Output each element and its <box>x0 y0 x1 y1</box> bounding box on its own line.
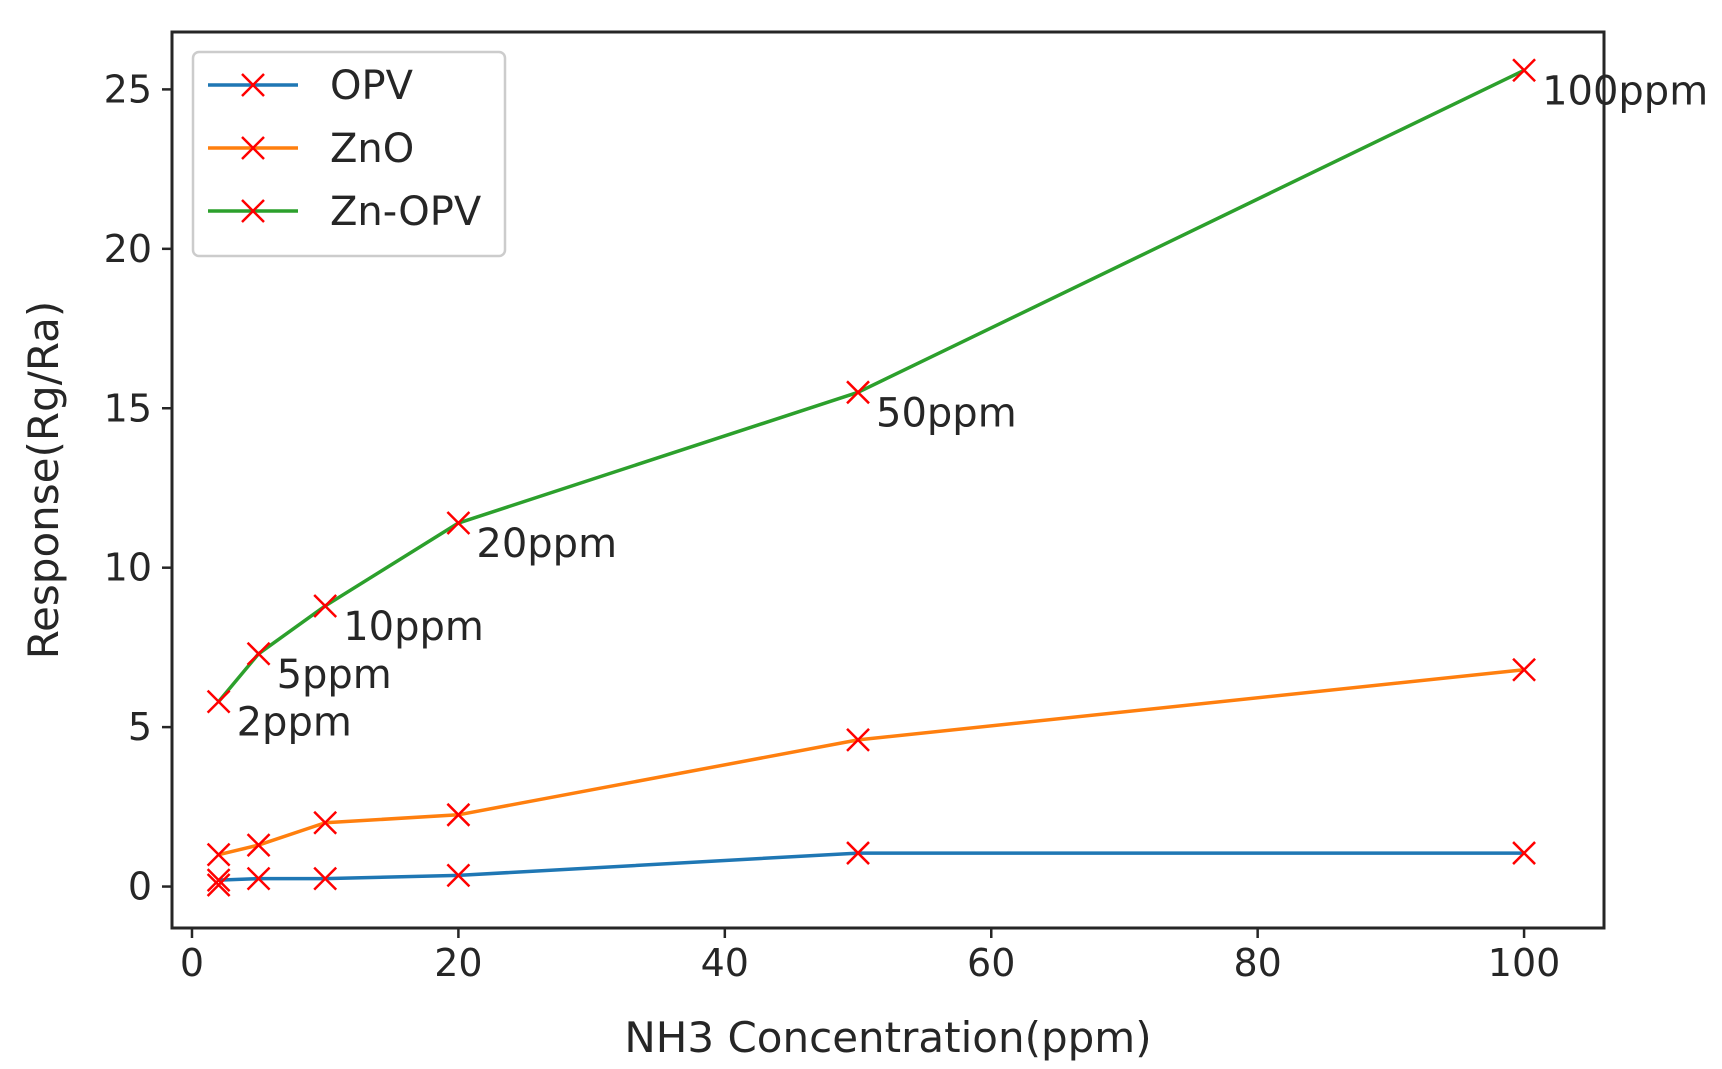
marker-stroke <box>206 873 231 897</box>
marker-stroke <box>246 641 271 666</box>
legend-marker-opv <box>241 73 265 97</box>
y-axis-ticks: 0 5 10 15 20 25 <box>104 67 172 909</box>
x-tick-label: 60 <box>967 941 1015 985</box>
y-axis-label: Response(Rg/Ra) <box>19 301 68 659</box>
legend-marker-zno <box>241 136 265 160</box>
marker-stroke <box>206 868 231 893</box>
data-point-zno <box>846 727 870 752</box>
marker-stroke <box>246 866 271 891</box>
point-annotation: 50ppm <box>876 390 1017 436</box>
y-tick-label: 20 <box>104 227 152 271</box>
marker-stroke <box>446 511 471 535</box>
legend-label-zn-opv: Zn-OPV <box>330 189 482 235</box>
marker-stroke <box>846 841 870 865</box>
legend-label-zno: ZnO <box>330 126 414 172</box>
legend: OPV ZnO Zn-OPV <box>191 50 507 258</box>
data-point-zno <box>246 833 271 857</box>
data-point-zn-opv <box>846 380 870 405</box>
point-annotation: 2ppm <box>237 700 352 746</box>
data-point-extra <box>206 873 231 897</box>
marker-stroke <box>206 689 231 714</box>
series-line-zno <box>218 667 1525 857</box>
data-point-zn-opv <box>313 594 338 618</box>
point-annotation: 100ppm <box>1542 68 1708 114</box>
data-point-opv <box>246 866 271 891</box>
data-point-opv <box>1512 841 1536 865</box>
marker-stroke <box>313 594 338 618</box>
x-tick-label: 40 <box>701 941 749 985</box>
marker-stroke <box>206 842 231 867</box>
point-annotation: 10ppm <box>343 604 484 650</box>
data-point-zn-opv <box>206 689 231 714</box>
marker-stroke <box>313 810 338 835</box>
marker-stroke <box>446 802 471 827</box>
data-point-zno <box>313 810 338 835</box>
x-tick-label: 0 <box>180 941 204 985</box>
plot-frame <box>170 30 1606 930</box>
marker-stroke <box>246 833 271 857</box>
series-line-opv <box>218 851 1525 882</box>
x-tick-label: 20 <box>434 941 482 985</box>
data-point-opv <box>846 841 870 865</box>
y-tick-label: 15 <box>104 386 152 430</box>
point-annotation: 5ppm <box>277 652 392 698</box>
marker-stroke <box>241 73 265 97</box>
x-tick-label: 100 <box>1488 941 1561 985</box>
y-tick-label: 25 <box>104 67 152 111</box>
markers-group <box>206 58 1536 897</box>
marker-stroke <box>1512 841 1536 865</box>
marker-stroke <box>241 136 265 160</box>
data-point-zn-opv <box>1512 58 1536 83</box>
y-tick-label: 10 <box>104 546 152 590</box>
data-point-zn-opv <box>446 511 471 535</box>
legend-label-opv: OPV <box>330 63 414 109</box>
marker-stroke <box>1512 657 1536 682</box>
marker-stroke <box>846 380 870 405</box>
data-point-zno <box>206 842 231 867</box>
marker-stroke <box>446 863 471 888</box>
x-axis-label: NH3 Concentration(ppm) <box>624 1013 1151 1062</box>
data-point-zno <box>1512 657 1536 682</box>
marker-stroke <box>1512 58 1536 83</box>
x-axis-ticks: 0 20 40 60 80 100 <box>180 928 1560 985</box>
data-point-opv <box>313 866 338 891</box>
marker-stroke <box>241 199 265 223</box>
y-tick-label: 0 <box>128 865 152 909</box>
y-tick-label: 5 <box>128 705 152 749</box>
x-tick-label: 80 <box>1233 941 1281 985</box>
data-point-opv <box>206 868 231 893</box>
marker-stroke <box>313 866 338 891</box>
marker-stroke <box>846 727 870 752</box>
data-point-zn-opv <box>246 641 271 666</box>
point-annotation: 20ppm <box>476 521 617 567</box>
legend-box <box>191 50 507 258</box>
data-point-opv <box>446 863 471 888</box>
legend-marker-zn-opv <box>241 199 265 223</box>
data-point-zno <box>446 802 471 827</box>
